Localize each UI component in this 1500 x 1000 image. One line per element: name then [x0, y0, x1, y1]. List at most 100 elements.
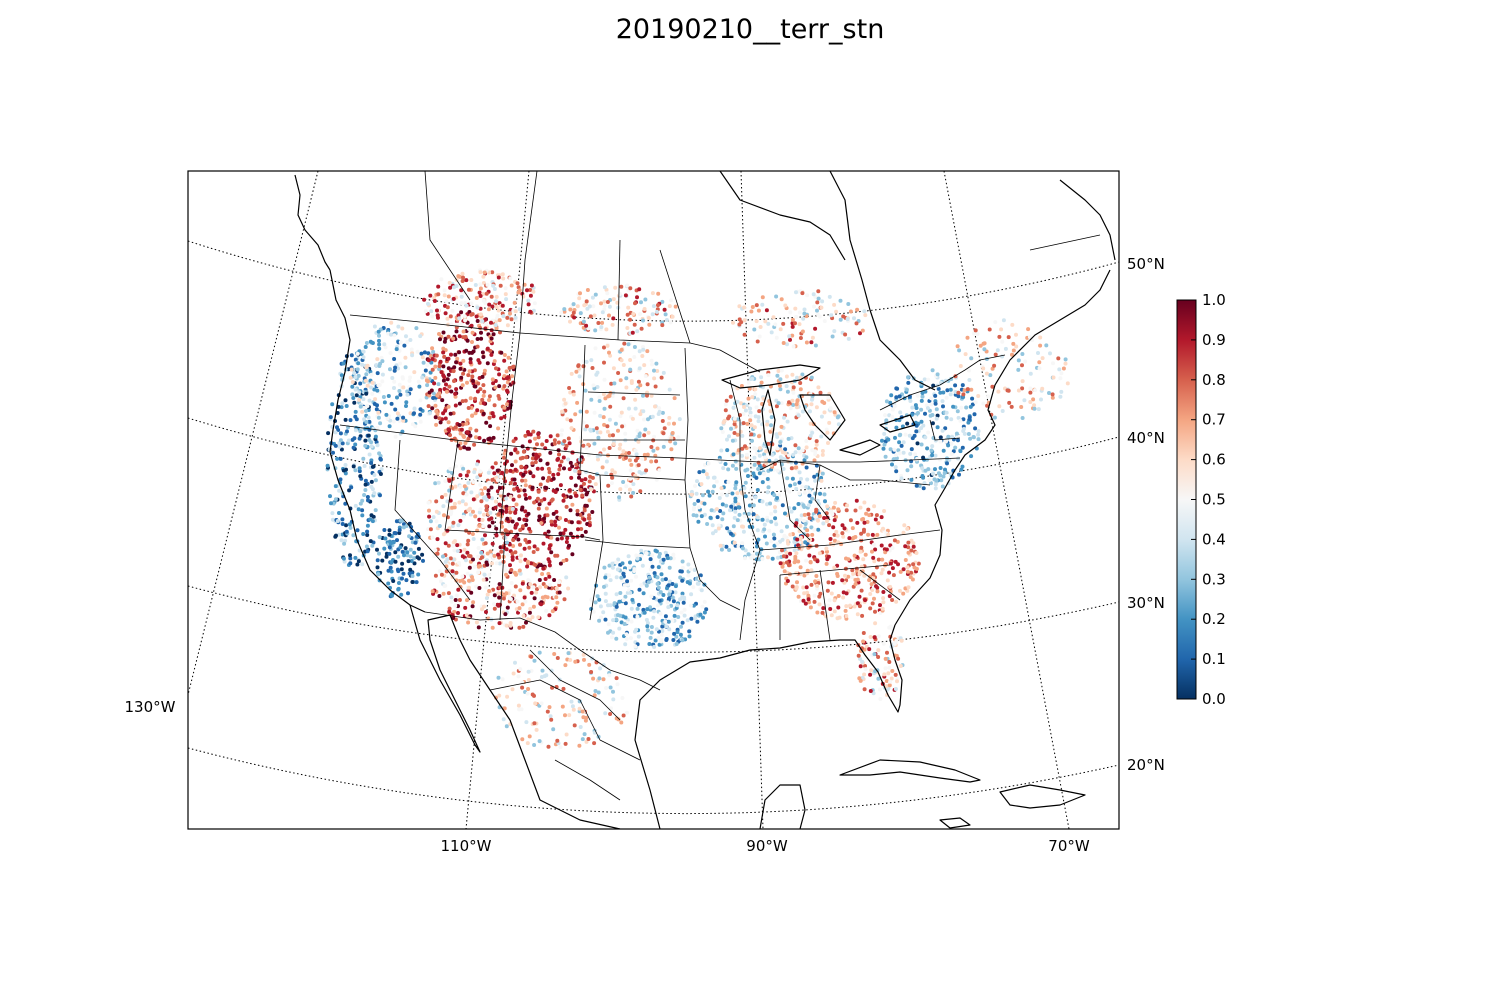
- station-point: [630, 330, 635, 335]
- station-point: [441, 554, 445, 559]
- station-point: [526, 678, 531, 682]
- station-point: [876, 634, 881, 639]
- station-point: [941, 474, 946, 479]
- station-point: [488, 510, 493, 515]
- station-point: [627, 451, 631, 455]
- station-point: [473, 283, 478, 287]
- station-point: [373, 508, 378, 513]
- station-point: [949, 452, 954, 456]
- station-point: [561, 498, 566, 503]
- station-point: [593, 328, 598, 333]
- station-point: [504, 468, 509, 473]
- station-point: [933, 486, 938, 491]
- station-point: [679, 624, 683, 629]
- station-point: [990, 366, 995, 371]
- station-point: [546, 466, 551, 471]
- station-point: [875, 589, 880, 594]
- station-point: [353, 387, 358, 392]
- station-point: [351, 445, 356, 450]
- station-point: [466, 480, 471, 485]
- station-point: [443, 416, 448, 421]
- station-point: [504, 623, 509, 628]
- station-point: [475, 305, 480, 310]
- station-point: [691, 507, 696, 512]
- station-point: [1051, 361, 1055, 366]
- station-point: [731, 405, 736, 410]
- station-point: [805, 528, 810, 533]
- station-point: [466, 469, 471, 474]
- station-point: [369, 513, 374, 518]
- station-point: [1027, 335, 1032, 339]
- station-point: [804, 485, 809, 489]
- station-point: [512, 477, 517, 482]
- station-point: [360, 513, 365, 518]
- station-point: [804, 558, 809, 563]
- station-point: [930, 453, 935, 458]
- station-point: [719, 547, 724, 552]
- station-point: [471, 557, 475, 562]
- station-point: [492, 471, 497, 476]
- station-point: [748, 508, 753, 513]
- station-point: [469, 312, 474, 317]
- station-point: [642, 307, 647, 311]
- station-point: [773, 505, 777, 510]
- station-point: [612, 381, 617, 386]
- station-point: [741, 529, 746, 534]
- station-point: [593, 689, 598, 693]
- station-point: [636, 463, 641, 468]
- station-point: [855, 520, 860, 525]
- station-point: [735, 491, 740, 496]
- station-point: [650, 564, 655, 569]
- station-point: [433, 548, 438, 553]
- station-point: [593, 346, 598, 351]
- station-point: [909, 464, 914, 469]
- station-point: [941, 404, 945, 409]
- station-point: [884, 684, 889, 689]
- station-point: [687, 629, 692, 634]
- station-point: [535, 587, 539, 592]
- station-point: [532, 301, 537, 306]
- station-point: [856, 653, 861, 658]
- station-point: [676, 435, 681, 440]
- station-point: [368, 539, 373, 544]
- station-point: [740, 433, 745, 438]
- station-point: [568, 307, 573, 312]
- station-point: [533, 460, 538, 465]
- station-point: [391, 419, 396, 424]
- station-point: [513, 467, 518, 472]
- station-point: [801, 316, 806, 321]
- station-point: [551, 727, 556, 732]
- station-point: [555, 433, 560, 438]
- station-point: [848, 309, 853, 314]
- station-point: [966, 420, 971, 425]
- station-point: [474, 296, 479, 300]
- station-point: [358, 429, 363, 434]
- station-point: [650, 291, 655, 296]
- station-point: [667, 415, 672, 420]
- station-point: [843, 608, 848, 613]
- station-point: [524, 455, 529, 460]
- station-point: [357, 397, 362, 402]
- station-point: [644, 468, 649, 473]
- station-point: [880, 557, 885, 562]
- station-point: [502, 564, 507, 569]
- station-point: [654, 549, 659, 554]
- station-point: [466, 538, 471, 543]
- station-point: [882, 672, 887, 677]
- station-point: [794, 290, 798, 295]
- station-point: [619, 358, 624, 363]
- station-point: [644, 583, 649, 588]
- station-point: [921, 455, 926, 460]
- station-point: [624, 376, 629, 381]
- station-point: [832, 609, 837, 614]
- station-point: [733, 506, 738, 511]
- station-point: [930, 413, 935, 417]
- station-point: [627, 487, 632, 492]
- station-point: [426, 358, 431, 363]
- station-point: [462, 484, 467, 489]
- station-point: [943, 426, 948, 431]
- station-point: [981, 401, 986, 406]
- station-point: [510, 557, 515, 562]
- station-point: [602, 299, 607, 304]
- station-point: [476, 381, 481, 386]
